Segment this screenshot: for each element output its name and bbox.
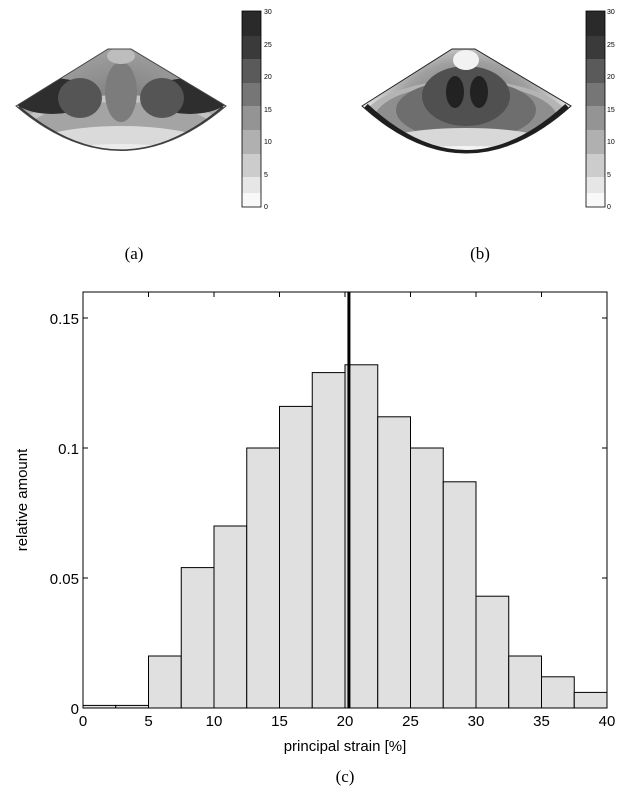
panel-a: 30 25 20 15 10 5 0 (a) — [15, 9, 272, 263]
panel-b-colorbar-tick: 0 — [607, 204, 611, 211]
histogram-bar — [246, 447, 280, 709]
x-tick-label: 35 — [533, 713, 550, 730]
x-axis-label: principal strain [%] — [284, 738, 407, 755]
panel-c: 0 5 10 15 20 25 30 35 40 0 0.05 0.1 0.15 principal s… — [14, 291, 616, 786]
histogram-bars — [82, 364, 608, 709]
y-tick-label: 0.15 — [50, 311, 79, 328]
y-tick-label: 0 — [71, 701, 79, 718]
x-tick-label: 0 — [79, 713, 87, 730]
panel-b: 30 25 20 15 10 5 0 (b) — [361, 9, 615, 263]
x-tick-label: 15 — [271, 713, 288, 730]
panel-a-colorbar-tick: 10 — [264, 139, 272, 146]
x-tick-label: 10 — [206, 713, 223, 730]
panel-b-colorbar-tick: 20 — [607, 74, 615, 81]
panel-b-colorbar-tick: 15 — [607, 107, 615, 114]
histogram-bar — [508, 655, 542, 709]
panel-a-colorbar-tick: 0 — [264, 204, 268, 211]
x-tick-label: 5 — [144, 713, 152, 730]
panel-a-colorbar-tick: 20 — [264, 74, 272, 81]
panel-a-colorbar-tick: 15 — [264, 107, 272, 114]
histogram-bar — [180, 567, 215, 709]
panel-b-colorbar-tick: 30 — [607, 9, 615, 16]
histogram-bar — [148, 655, 182, 709]
y-axis-label: relative amount — [14, 448, 31, 551]
panel-c-caption: (c) — [336, 767, 355, 786]
panel-a-colorbar: 30 25 20 15 10 5 0 — [241, 9, 272, 211]
panel-b-colorbar-tick: 25 — [607, 42, 615, 49]
histogram-bar — [311, 372, 346, 709]
panel-a-colorbar-tick: 5 — [264, 172, 268, 179]
histogram-bar — [377, 416, 411, 709]
histogram-bar — [442, 481, 477, 709]
panel-b-colorbar: 30 25 20 15 10 5 0 — [585, 9, 615, 211]
histogram-bar — [344, 364, 379, 709]
panel-a-caption: (a) — [125, 244, 144, 263]
y-tick-label: 0.1 — [58, 441, 79, 458]
panel-a-colorbar-tick: 25 — [264, 42, 272, 49]
panel-b-colorbar-tick: 5 — [607, 172, 611, 179]
histogram-bar — [573, 691, 608, 709]
x-tick-label: 40 — [599, 713, 616, 730]
y-tick-label: 0.05 — [50, 571, 79, 588]
panel-a-colorbar-tick: 30 — [264, 9, 272, 16]
x-tick-label: 30 — [468, 713, 485, 730]
panel-b-caption: (b) — [470, 244, 490, 263]
x-tick-label: 20 — [337, 713, 354, 730]
x-tick-label: 25 — [402, 713, 419, 730]
plot-frame — [82, 291, 608, 709]
histogram-bar — [279, 405, 313, 709]
histogram-bar — [475, 595, 510, 709]
panel-b-colorbar-tick: 10 — [607, 139, 615, 146]
histogram-bar — [410, 447, 444, 709]
histogram-bar — [541, 676, 575, 709]
histogram-bar — [213, 525, 248, 709]
